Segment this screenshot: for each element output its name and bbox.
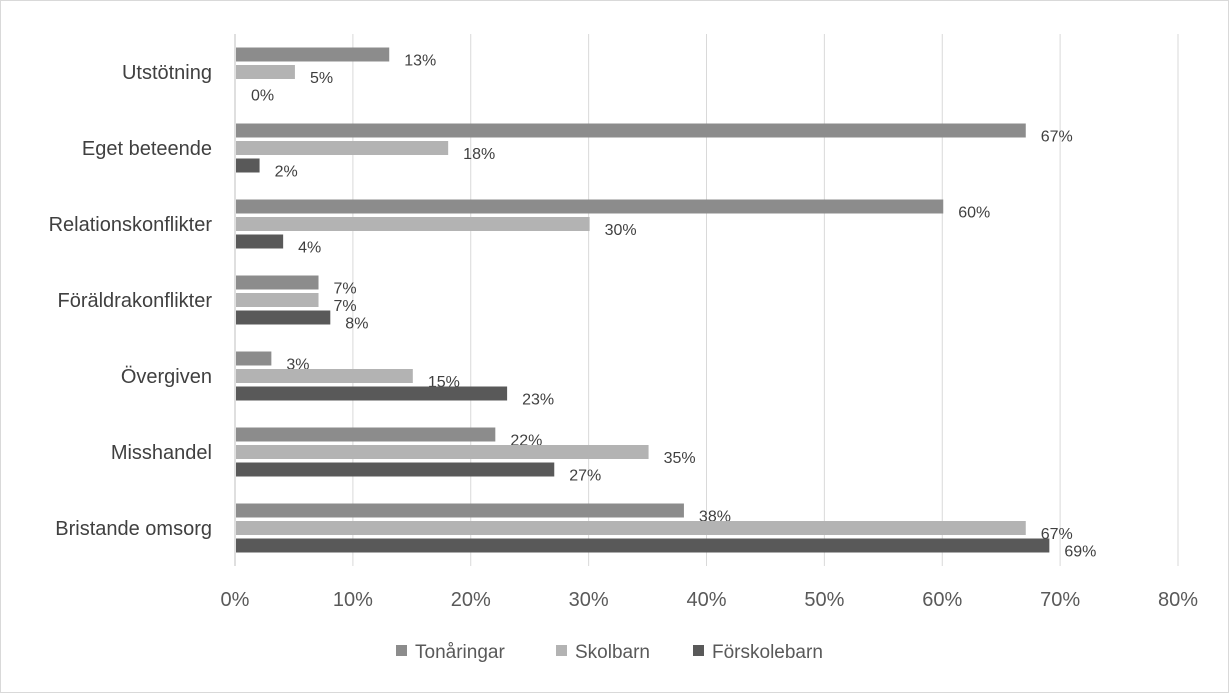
bar — [236, 386, 508, 401]
legend-swatch — [693, 645, 704, 656]
bar — [236, 293, 319, 307]
bar — [236, 521, 1026, 535]
data-label: 67% — [1041, 129, 1073, 146]
bar — [236, 47, 390, 62]
bar — [236, 503, 684, 518]
data-label: 23% — [522, 392, 554, 409]
category-label: Misshandel — [111, 442, 212, 464]
bar — [236, 65, 295, 79]
data-label: 30% — [605, 222, 637, 239]
x-tick-label: 60% — [922, 589, 962, 611]
legend-label: Förskolebarn — [712, 642, 823, 663]
data-label: 35% — [664, 450, 696, 467]
x-tick-label: 30% — [569, 589, 609, 611]
legend-label: Tonåringar — [415, 642, 505, 663]
category-label: Övergiven — [121, 366, 212, 388]
bar — [236, 369, 413, 383]
bar — [236, 462, 555, 477]
data-label: 27% — [569, 468, 601, 485]
bar — [236, 351, 272, 366]
legend-label: Skolbarn — [575, 642, 650, 663]
data-label: 8% — [345, 316, 368, 333]
bar — [236, 310, 331, 325]
data-label: 0% — [251, 88, 274, 105]
x-tick-label: 0% — [221, 589, 250, 611]
data-label: 7% — [334, 281, 357, 298]
data-label: 69% — [1064, 544, 1096, 561]
category-label: Föräldrakonflikter — [57, 290, 212, 312]
legend-swatch — [556, 645, 567, 656]
x-tick-label: 10% — [333, 589, 373, 611]
bar — [236, 234, 284, 249]
category-label: Bristande omsorg — [55, 518, 212, 540]
bar — [236, 275, 319, 290]
bar — [236, 199, 944, 214]
data-label: 2% — [275, 164, 298, 181]
x-tick-label: 70% — [1040, 589, 1080, 611]
bar — [236, 427, 496, 442]
bar — [236, 217, 590, 231]
data-label: 18% — [463, 146, 495, 163]
category-label: Utstötning — [122, 62, 212, 84]
x-tick-label: 40% — [686, 589, 726, 611]
data-label: 4% — [298, 240, 321, 257]
category-label: Relationskonflikter — [49, 214, 213, 236]
bar — [236, 538, 1050, 553]
x-tick-label: 80% — [1158, 589, 1198, 611]
bar — [236, 445, 649, 459]
bar — [236, 158, 260, 173]
data-label: 60% — [958, 205, 990, 222]
category-label: Eget beteende — [82, 138, 212, 160]
legend-swatch — [396, 645, 407, 656]
x-tick-label: 50% — [804, 589, 844, 611]
data-label: 5% — [310, 70, 333, 87]
data-label: 13% — [404, 53, 436, 70]
x-tick-label: 20% — [451, 589, 491, 611]
data-label: 7% — [334, 298, 357, 315]
bar — [236, 123, 1026, 138]
bar — [236, 141, 449, 155]
